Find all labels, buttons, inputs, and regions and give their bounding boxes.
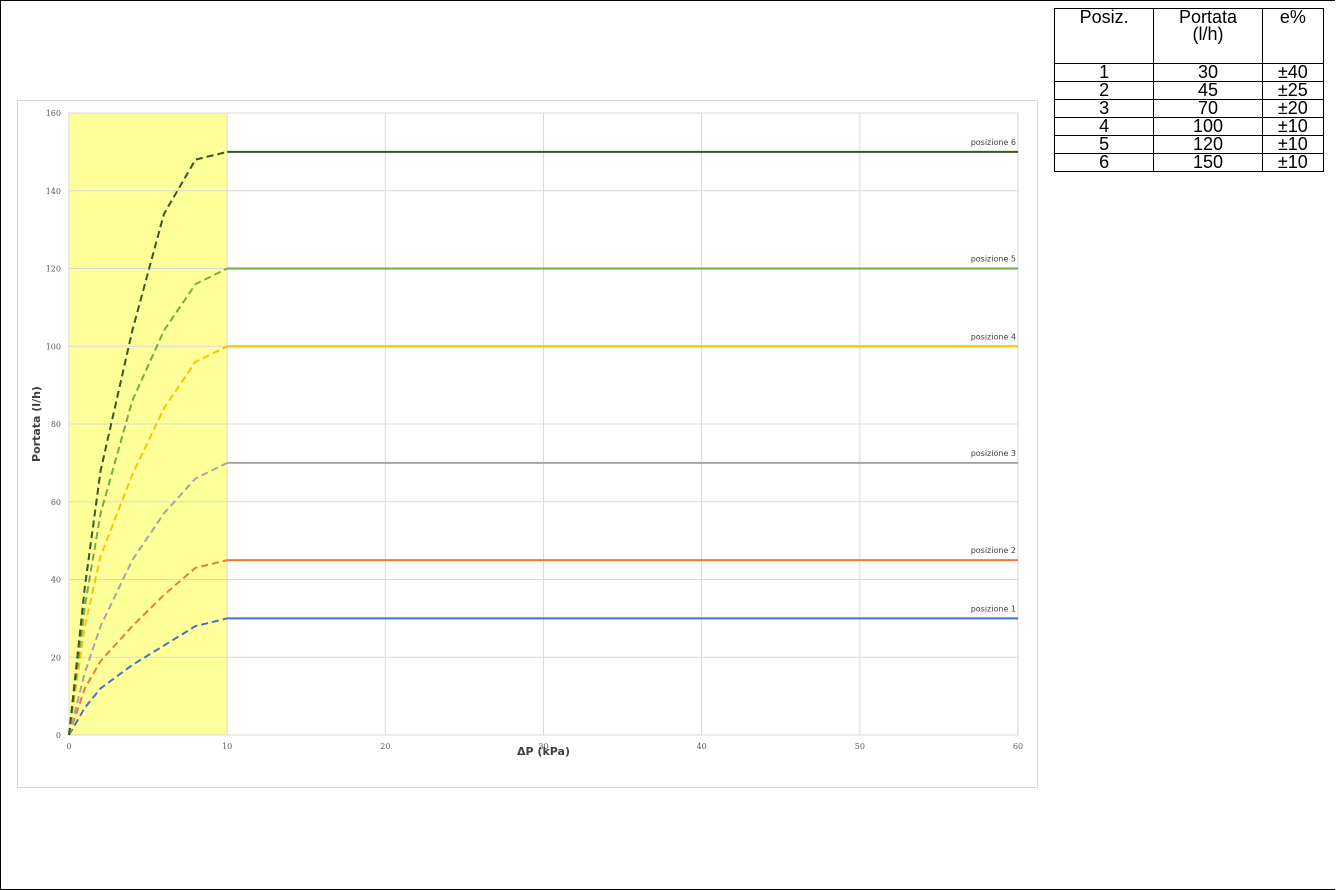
series-label: posizione 2 (971, 546, 1016, 555)
table-row: 2 45 ±25 (1053, 81, 1325, 100)
table-row: 4 100 ±10 (1053, 117, 1325, 136)
header-posiz: Posiz. (1053, 8, 1155, 64)
series-6-curve (68, 150, 228, 736)
y-tick-label: 160 (46, 109, 61, 118)
x-tick-label: 0 (66, 742, 71, 751)
table-cell-flow: 45 (1153, 81, 1263, 100)
y-tick-label: 60 (51, 498, 61, 507)
chart-area: 0 20 40 60 80 100 120 140 160 0 10 20 30 40 50 60 ΔP (kP… (17, 100, 1038, 788)
table-cell-pos: 4 (1053, 117, 1155, 136)
x-tick-label: 10 (222, 742, 232, 751)
table-cell-err: ±10 (1261, 135, 1325, 154)
x-tick-label: 40 (697, 742, 707, 751)
table-cell-err: ±25 (1261, 81, 1325, 100)
table-cell-flow: 100 (1153, 117, 1263, 136)
table-cell-err: ±10 (1261, 153, 1325, 172)
header-error: e% (1261, 8, 1325, 64)
table-row: 5 120 ±10 (1053, 135, 1325, 154)
series-1-curve (68, 617, 228, 736)
series-label: posizione 6 (971, 138, 1016, 147)
y-tick-label: 40 (51, 576, 61, 585)
x-axis-label: ΔP (kPa) (517, 745, 570, 758)
table-cell-pos: 1 (1053, 63, 1155, 82)
table-row: 6 150 ±10 (1053, 153, 1325, 172)
header-portata-line1: Portata (1179, 7, 1238, 27)
y-tick-label: 100 (46, 342, 61, 351)
y-tick-label: 80 (51, 420, 61, 429)
x-tick-label: 60 (1013, 742, 1023, 751)
table-cell-flow: 30 (1153, 63, 1263, 82)
table-cell-pos: 3 (1053, 99, 1155, 118)
table-cell-pos: 2 (1053, 81, 1155, 100)
series-label: posizione 5 (971, 255, 1016, 264)
y-tick-label: 20 (51, 653, 61, 662)
x-tick-label: 50 (855, 742, 865, 751)
y-axis-label: Portata (l/h) (30, 386, 43, 462)
y-tick-label: 0 (56, 731, 61, 740)
series-label: posizione 4 (971, 332, 1016, 341)
series-3-curve (68, 462, 228, 736)
header-portata: Portata (l/h) (1153, 7, 1263, 64)
x-tick-label: 20 (380, 742, 390, 751)
table-header-row: Posiz. Portata (l/h) e% (1053, 7, 1325, 64)
table-cell-pos: 6 (1053, 153, 1155, 172)
x-tick-label: 30 (538, 742, 548, 751)
table-cell-err: ±20 (1261, 99, 1325, 118)
series-4-curve (68, 345, 228, 736)
series-label: posizione 1 (971, 604, 1016, 613)
table-cell-err: ±10 (1261, 117, 1325, 136)
series-5-curve (68, 267, 228, 736)
table-body: 1 30 ±40 2 45 ±25 3 70 ±20 4 100 ±10 5 120 ±10 6 150 ±10 (1053, 63, 1325, 172)
table-cell-err: ±40 (1261, 63, 1325, 82)
series-label: posizione 3 (971, 449, 1016, 458)
table-cell-flow: 70 (1153, 99, 1263, 118)
series-2-curve (68, 559, 228, 736)
table-row: 3 70 ±20 (1053, 99, 1325, 118)
y-tick-label: 120 (46, 265, 61, 274)
header-portata-line2: (l/h) (1192, 24, 1224, 44)
y-tick-label: 140 (46, 187, 61, 196)
table-cell-flow: 120 (1153, 135, 1263, 154)
table-cell-pos: 5 (1053, 135, 1155, 154)
table-cell-flow: 150 (1153, 153, 1263, 172)
table-row: 1 30 ±40 (1053, 63, 1325, 82)
flow-table: Posiz. Portata (l/h) e% 1 30 ±40 2 45 ±25 3 70 ±… (1053, 7, 1325, 172)
flow-chart: 0 20 40 60 80 100 120 140 160 0 10 20 30 40 50 60 ΔP (kP… (30, 109, 1023, 758)
